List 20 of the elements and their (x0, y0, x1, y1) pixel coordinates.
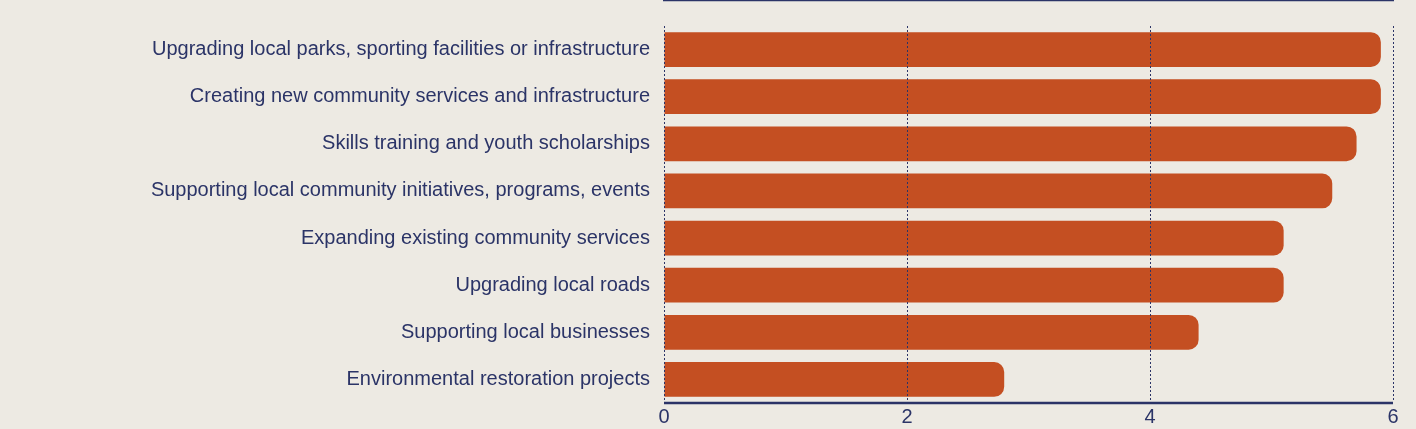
bar (664, 126, 1357, 162)
bar (664, 314, 1199, 350)
x-tick-label: 4 (1144, 404, 1156, 427)
bar (664, 362, 1005, 397)
y-tick-label: Skills training and youth scholarships (322, 131, 650, 154)
x-tick-label: 6 (1387, 404, 1399, 427)
y-tick-label: Creating new community services and infrastructure (189, 84, 650, 107)
bar (664, 32, 1381, 67)
x-tick-label: 0 (658, 404, 670, 427)
bar (664, 79, 1381, 115)
y-tick-label: Supporting local community initiatives, programs, events (150, 178, 650, 201)
y-tick-label: Upgrading local parks, sporting facilities or infrastructure (152, 37, 650, 60)
bar (664, 267, 1284, 303)
y-tick-label: Supporting local businesses (400, 319, 650, 342)
bar (664, 173, 1333, 209)
bar (664, 220, 1284, 256)
x-tick-label: 2 (901, 404, 913, 427)
y-tick-label: Environmental restoration projects (346, 366, 650, 389)
y-tick-label: Upgrading local roads (455, 272, 650, 295)
y-tick-label: Expanding existing community services (300, 225, 650, 248)
